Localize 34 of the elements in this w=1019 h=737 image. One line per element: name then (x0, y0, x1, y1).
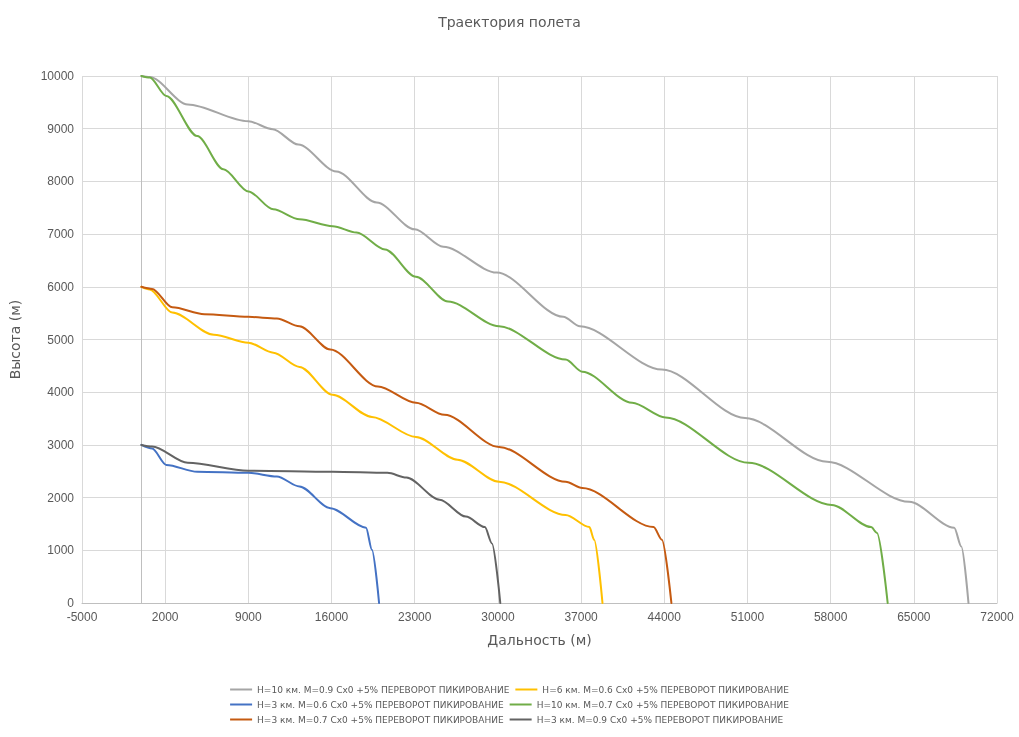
x-tick-label: 44000 (647, 610, 682, 624)
y-tick-label: 7000 (47, 227, 75, 242)
y-axis-title: Высота (м) (7, 299, 23, 380)
legend-label: H=10 км. M=0.7 Cx0 +5% ПЕРЕВОРОТ ПИКИРОВАНИЕ (536, 699, 790, 710)
x-tick-label: 51000 (730, 610, 765, 624)
x-tick-label: 16000 (314, 610, 349, 624)
line-series (140, 443, 502, 604)
y-tick-label: 9000 (47, 121, 75, 136)
x-tick-label: 65000 (897, 610, 931, 624)
x-tick-label: 9000 (235, 610, 263, 624)
x-tick-label: 37000 (564, 610, 599, 624)
legend-label: H=6 км. M=0.6 Cx0 +5% ПЕРЕВОРОТ ПИКИРОВАНИЕ (542, 684, 790, 695)
x-tick-label: 58000 (813, 610, 848, 624)
legend-label: H=10 км. M=0.9 Cx0 +5% ПЕРЕВОРОТ ПИКИРОВАНИЕ (257, 684, 510, 695)
y-tick-label: 3000 (47, 437, 75, 452)
legend-label: H=3 км. M=0.6 Cx0 +5% ПЕРЕВОРОТ ПИКИРОВАНИЕ (257, 699, 504, 710)
line-series (140, 443, 381, 604)
y-tick-label: 2000 (47, 490, 75, 505)
x-tick-label: -5000 (66, 610, 98, 624)
y-tick-label: 10000 (40, 69, 75, 83)
x-tick-label: 72000 (980, 610, 1015, 624)
x-axis-title: Дальность (м) (487, 632, 592, 648)
y-tick-label: 0 (67, 596, 75, 610)
x-tick-label: 2000 (151, 610, 179, 624)
y-tick-label: 5000 (47, 332, 75, 347)
y-tick-label: 6000 (47, 279, 75, 294)
legend-label: H=3 км. M=0.7 Cx0 +5% ПЕРЕВОРОТ ПИКИРОВАНИЕ (257, 714, 504, 725)
legend-label: H=3 км. M=0.9 Cx0 +5% ПЕРЕВОРОТ ПИКИРОВАНИЕ (536, 714, 784, 725)
y-tick-label: 4000 (47, 385, 75, 400)
y-tick-label: 8000 (47, 174, 75, 189)
y-tick-label: 1000 (47, 543, 75, 558)
x-tick-label: 30000 (481, 610, 515, 624)
chart-title: Траектория полета (437, 14, 581, 30)
x-tick-label: 23000 (398, 610, 432, 624)
